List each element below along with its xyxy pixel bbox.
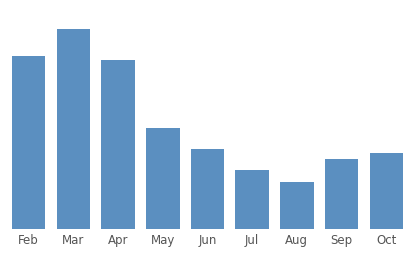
Bar [57, 29, 90, 229]
Bar [235, 170, 269, 229]
Bar [369, 153, 403, 229]
Bar [191, 149, 224, 229]
Bar [325, 159, 358, 229]
Bar [101, 60, 135, 229]
Bar [12, 56, 46, 229]
Bar [280, 183, 314, 229]
Bar [146, 128, 180, 229]
